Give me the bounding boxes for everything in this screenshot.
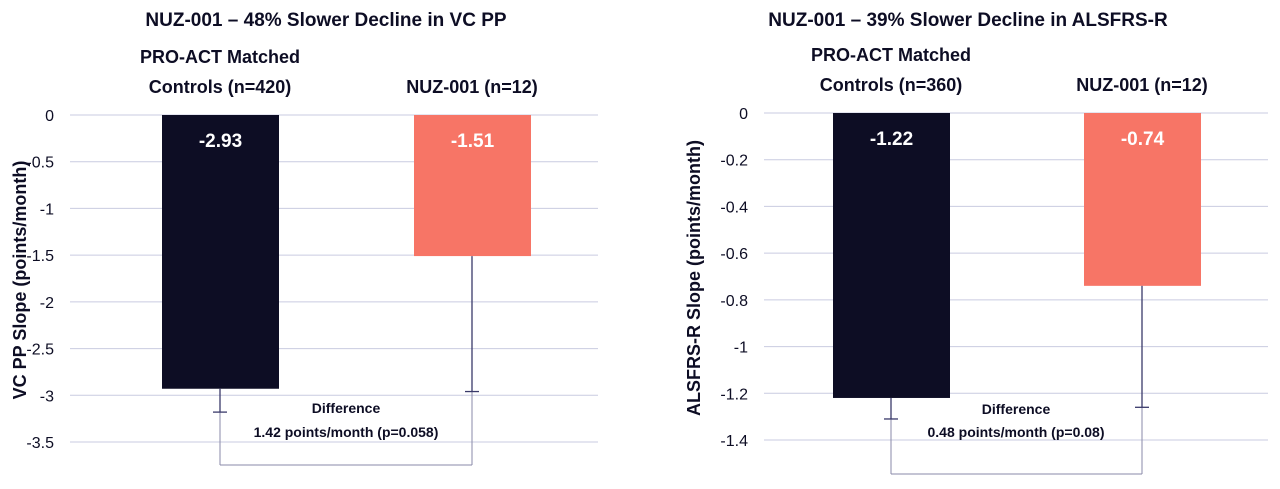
category-label: PRO-ACT Matched — [140, 47, 300, 67]
y-axis-label: VC PP Slope (points/month) — [10, 161, 30, 400]
y-tick-label: -2 — [40, 295, 54, 312]
difference-value: 1.42 points/month (p=0.058) — [254, 424, 439, 440]
chart-title: NUZ-001 – 39% Slower Decline in ALSFRS-R — [768, 10, 1168, 31]
y-tick-label: -2.5 — [26, 342, 54, 359]
bar-2 — [1084, 113, 1201, 286]
bar-value-label: -1.51 — [451, 131, 495, 152]
bar-1 — [162, 115, 279, 389]
y-axis-label: ALSFRS-R Slope (points/month) — [684, 140, 704, 416]
y-tick-label: -1.5 — [26, 248, 54, 265]
difference-value: 0.48 points/month (p=0.08) — [928, 424, 1105, 440]
chart-2: NUZ-001 – 39% Slower Decline in ALSFRS-R… — [684, 10, 1268, 475]
chart-1: NUZ-001 – 48% Slower Decline in VC PP 0 -0… — [10, 10, 598, 466]
category-label: NUZ-001 (n=12) — [1076, 75, 1208, 95]
y-tick-label: -0.6 — [720, 246, 748, 263]
y-tick-label: -3.5 — [26, 435, 54, 452]
chart-title: NUZ-001 – 48% Slower Decline in VC PP — [145, 10, 506, 31]
y-tick-label: -0.8 — [720, 293, 748, 310]
y-tick-label: -3 — [40, 388, 54, 405]
y-tick-label: -1.4 — [720, 433, 748, 450]
category-label: Controls (n=360) — [820, 75, 963, 95]
y-tick-label: -0.5 — [26, 155, 54, 172]
y-tick-label: -1 — [734, 340, 748, 357]
category-label: PRO-ACT Matched — [811, 45, 971, 65]
bar-2 — [414, 115, 531, 257]
difference-label: Difference — [312, 400, 381, 416]
y-tick-label: -0.4 — [720, 199, 748, 216]
difference-label: Difference — [982, 401, 1051, 417]
y-tick-label: 0 — [739, 106, 748, 123]
y-tick-label: -1 — [40, 201, 54, 218]
bar-1 — [833, 113, 950, 398]
bar-value-label: -1.22 — [870, 129, 913, 150]
y-tick-label: -0.2 — [720, 153, 748, 170]
bar-value-label: -0.74 — [1121, 129, 1165, 150]
bar-value-label: -2.93 — [199, 131, 242, 152]
category-label: Controls (n=420) — [149, 77, 292, 97]
y-tick-label: 0 — [45, 108, 54, 125]
category-label: NUZ-001 (n=12) — [406, 77, 538, 97]
y-tick-label: -1.2 — [720, 386, 748, 403]
